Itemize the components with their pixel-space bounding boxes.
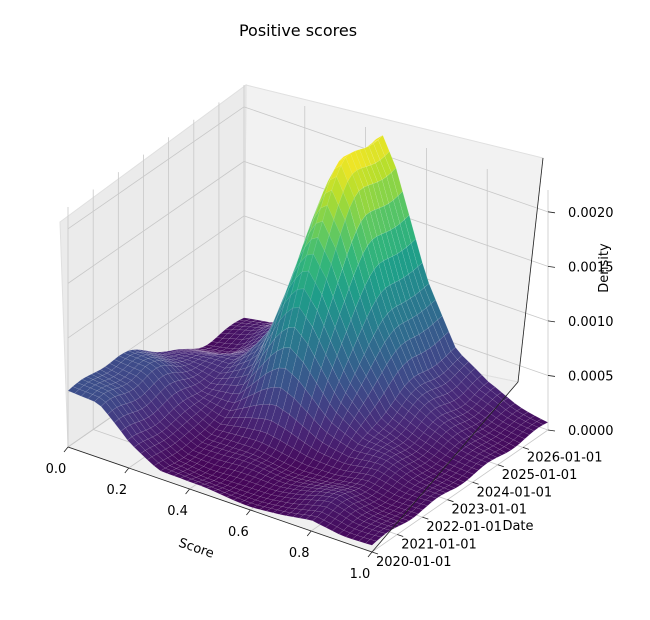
x-axis-label: Score (176, 536, 215, 562)
x-axis-line (67, 446, 373, 553)
axis-lines (67, 157, 544, 553)
grid-line (67, 161, 245, 284)
x-tick-group: 0.0 0.2 0.4 0.6 0.8 1.0 (46, 446, 373, 582)
z-tick-label: 0.0005 (568, 369, 614, 384)
surface-facet (452, 479, 466, 486)
y-tick-mark (397, 534, 404, 537)
z-tick-mark (547, 375, 556, 377)
z-axis-label: Density (597, 243, 612, 293)
x-tick-label: 0.4 (167, 504, 188, 519)
x-tick-label: 0.8 (289, 546, 310, 561)
x-tick-label: 1.0 (350, 567, 371, 582)
grid-line (243, 106, 549, 213)
x-tick-label: 0.2 (106, 483, 127, 498)
z-tick-mark (547, 211, 556, 214)
z-tick-label: 0.0010 (568, 315, 614, 330)
surface-facet (383, 525, 396, 531)
grid-line (67, 215, 245, 339)
y-tick-group: 2020-01-01 2021-01-01 2022-01-01 2023-01-01… (371, 446, 603, 570)
surface-facet (364, 539, 378, 546)
grid-line (371, 429, 549, 553)
z-tick-label: 0.0015 (568, 260, 614, 275)
y-tick-mark (522, 446, 530, 450)
x-tick-mark (185, 488, 190, 495)
y-axis-line (371, 381, 519, 553)
y-tick-mark (497, 464, 504, 468)
z-tick-group: 0.0000 0.0005 0.0010 0.0015 0.0020 (547, 206, 614, 439)
x-tick-mark (306, 530, 312, 537)
y-tick-label: 2025-01-01 (502, 468, 578, 483)
surface-facet (406, 511, 419, 518)
density-surface (67, 134, 549, 546)
surface-facet (471, 463, 484, 471)
y-tick-mark (371, 551, 379, 555)
surface-facet (531, 421, 544, 428)
surface-facet (513, 435, 526, 444)
x-tick-mark (246, 509, 251, 516)
surface-facet (480, 456, 493, 464)
x-tick-mark (124, 467, 130, 474)
y-tick-label: 2026-01-01 (527, 450, 603, 465)
y-tick-label: 2023-01-01 (451, 503, 527, 518)
surface-facet (392, 520, 405, 526)
surface-facet (476, 459, 489, 467)
surface-facet (527, 424, 540, 432)
z-tick-mark (547, 429, 556, 432)
z-axis-line (517, 157, 544, 383)
grid-line (67, 106, 245, 230)
z-tick-label: 0.0000 (568, 424, 614, 439)
y-tick-mark (472, 481, 479, 485)
y-tick-label: 2021-01-01 (401, 538, 477, 553)
x-tick-mark (367, 551, 373, 558)
z-tick-mark (547, 265, 556, 268)
surface-facet (448, 482, 461, 489)
z-tick-label: 0.0020 (568, 206, 614, 221)
y-tick-label: 2022-01-01 (426, 520, 502, 535)
y-axis-label: Date (502, 519, 533, 534)
y-tick-label: 2020-01-01 (376, 555, 452, 570)
surface-facet (374, 531, 387, 538)
z-tick-mark (547, 320, 556, 323)
x-tick-mark (63, 446, 69, 453)
y-tick-mark (447, 499, 454, 503)
x-tick-label: 0.0 (46, 462, 67, 477)
x-tick-label: 0.6 (228, 525, 249, 540)
surface-facet (434, 490, 447, 496)
y-tick-mark (422, 516, 429, 520)
surface-facet (522, 427, 535, 436)
surface-facet (499, 446, 512, 454)
chart-title: Positive scores (239, 21, 357, 40)
y-tick-label: 2024-01-01 (477, 485, 553, 500)
surface-facet (411, 507, 424, 515)
